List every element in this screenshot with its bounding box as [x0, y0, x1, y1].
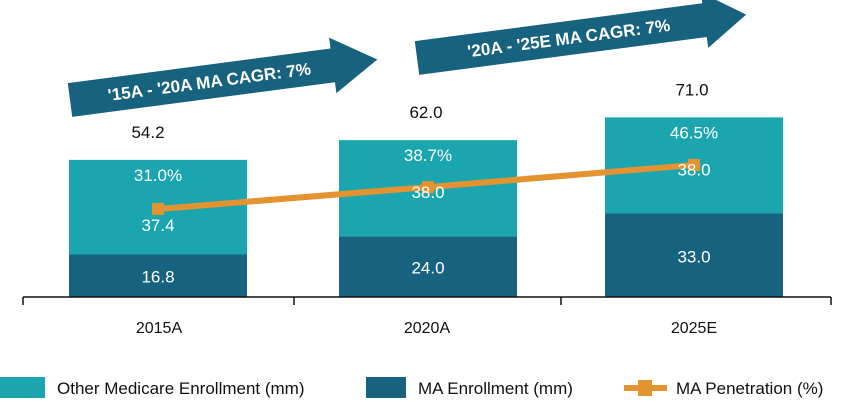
cagr-arrow-1 [67, 37, 378, 117]
penetration-label: 46.5% [670, 123, 718, 142]
ma-value-label: 24.0 [411, 259, 444, 278]
x-tick-label: 2015A [136, 320, 183, 337]
other-value-label: 37.4 [141, 216, 174, 235]
bar-ma-2020A [339, 236, 517, 297]
total-label: 71.0 [675, 80, 708, 99]
ma-value-label: 33.0 [677, 247, 710, 266]
other-value-label: 38.0 [677, 160, 710, 179]
cagr-arrow-2 [414, 0, 747, 75]
bar-ma-2015A [69, 254, 247, 297]
legend-swatch-penetration-marker [638, 380, 652, 396]
other-value-label: 38.0 [411, 183, 444, 202]
bar-ma-2025E [605, 213, 783, 297]
penetration-marker [688, 158, 700, 171]
penetration-label: 38.7% [404, 146, 452, 165]
penetration-marker [152, 202, 164, 215]
x-tick-label: 2020A [404, 320, 451, 337]
legend-label-other: Other Medicare Enrollment (mm) [57, 379, 305, 398]
total-label: 54.2 [131, 123, 164, 142]
penetration-label: 31.0% [134, 166, 182, 185]
legend-label-penetration: MA Penetration (%) [676, 379, 823, 398]
total-label: 62.0 [409, 103, 442, 122]
legend-swatch-other [0, 377, 45, 398]
penetration-marker [422, 181, 434, 194]
legend-swatch-ma [366, 377, 406, 398]
x-tick-label: 2025E [671, 320, 717, 337]
legend-label-ma: MA Enrollment (mm) [418, 379, 573, 398]
ma-value-label: 16.8 [141, 268, 174, 287]
